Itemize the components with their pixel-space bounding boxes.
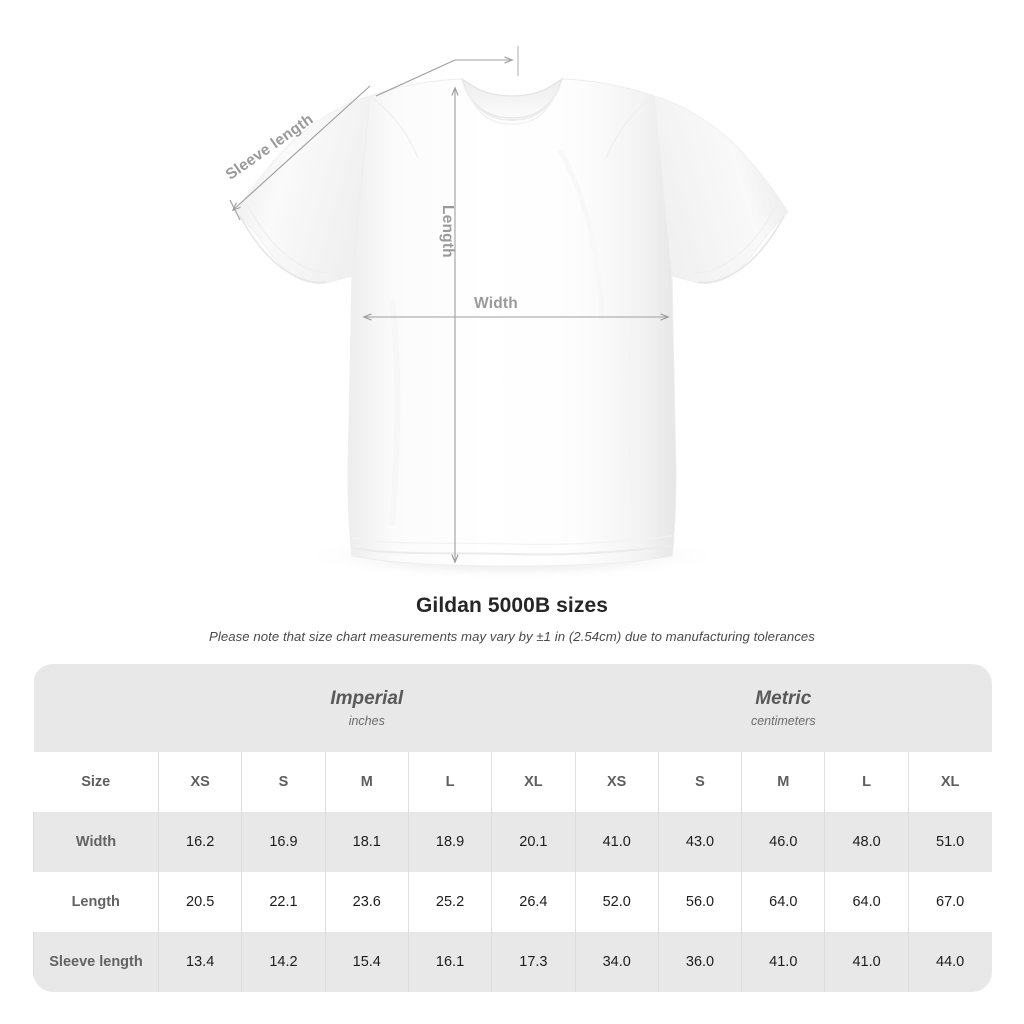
top-dimension-leader [375, 59, 456, 97]
table-cell: 16.9 [241, 812, 326, 872]
table-cell: 25.2 [407, 872, 492, 932]
unit-group-imperial-sub: inches [348, 713, 385, 728]
table-cell: 36.0 [657, 932, 742, 992]
bottom-hem [351, 545, 673, 556]
size-header-cell: M [741, 752, 825, 812]
right-shoulder-seam [605, 95, 655, 159]
table-cell: 20.5 [157, 872, 242, 932]
size-header-row: Size XS S M L XL XS S M L XL [33, 752, 992, 812]
sleeve-length-arrow [233, 85, 371, 210]
size-header-cell: S [657, 752, 742, 812]
unit-group-metric-sub: centimeters [750, 713, 816, 728]
size-header-label: Size [33, 752, 159, 812]
fold-left [389, 299, 401, 527]
size-header-cell: S [241, 752, 326, 812]
collar-rib [463, 85, 561, 122]
table-cell: 64.0 [824, 872, 909, 932]
size-header-cell: XL [491, 752, 576, 812]
table-cell: 16.1 [407, 932, 492, 992]
table-cell: 51.0 [907, 812, 992, 872]
table-cell: 41.0 [824, 932, 909, 992]
unit-group-metric-name: Metric [755, 687, 812, 709]
table-cell: 13.4 [157, 932, 242, 992]
table-cell: 23.6 [324, 872, 409, 932]
table-cell: 17.3 [491, 932, 576, 992]
unit-group-spacer [33, 664, 159, 752]
tshirt-illustration [229, 46, 789, 580]
unit-group-metric: Metric centimeters [575, 664, 992, 752]
sleeve-length-end-tick [229, 199, 241, 221]
bottom-hem-stitch [351, 535, 673, 546]
table-cell: 34.0 [574, 932, 659, 992]
table-row: Sleeve length 13.4 14.2 15.4 16.1 17.3 3… [33, 932, 992, 992]
size-header-cell: L [407, 752, 492, 812]
size-header-cell: XS [574, 752, 659, 812]
size-chart-table: Imperial inches Metric centimeters Size … [33, 664, 992, 992]
right-cuff-hem [697, 215, 785, 284]
size-header-cell: XS [157, 752, 242, 812]
table-cell: 18.9 [407, 812, 492, 872]
right-cuff-stitch [691, 205, 777, 274]
row-label: Length [33, 872, 159, 932]
size-header-cell: L [824, 752, 909, 812]
table-cell: 14.2 [241, 932, 326, 992]
table-cell: 52.0 [574, 872, 659, 932]
table-cell: 44.0 [907, 932, 992, 992]
collar-stitch [467, 93, 557, 125]
left-shoulder-seam [369, 95, 419, 159]
table-cell: 46.0 [741, 812, 825, 872]
row-label: Sleeve length [33, 932, 159, 992]
unit-group-imperial: Imperial inches [158, 664, 576, 752]
table-row: Length 20.5 22.1 23.6 25.2 26.4 52.0 56.… [33, 872, 992, 932]
unit-group-header-row: Imperial inches Metric centimeters [33, 664, 992, 752]
table-cell: 20.1 [491, 812, 576, 872]
size-header-cell: M [324, 752, 409, 812]
table-cell: 41.0 [574, 812, 659, 872]
fold-chest-right [557, 148, 605, 321]
tolerance-note: Please note that size chart measurements… [209, 629, 815, 644]
size-table-wrapper: Imperial inches Metric centimeters Size … [33, 664, 992, 992]
table-row: Width 16.2 16.9 18.1 18.9 20.1 41.0 43.0… [33, 812, 992, 872]
table-cell: 48.0 [824, 812, 909, 872]
table-cell: 15.4 [324, 932, 409, 992]
table-cell: 64.0 [741, 872, 825, 932]
table-cell: 43.0 [657, 812, 742, 872]
table-cell: 22.1 [241, 872, 326, 932]
title-block: Gildan 5000B sizes Please note that size… [0, 590, 1024, 644]
table-cell: 16.2 [157, 812, 242, 872]
table-cell: 67.0 [907, 872, 992, 932]
tshirt-diagram: Sleeve length Length Width [222, 46, 789, 580]
table-cell: 18.1 [324, 812, 409, 872]
width-label: Width [474, 295, 518, 312]
unit-group-imperial-name: Imperial [330, 687, 404, 709]
page-title: Gildan 5000B sizes [415, 594, 609, 617]
length-label: Length [439, 205, 456, 258]
size-header-cell: XL [907, 752, 992, 812]
fold-right [627, 299, 640, 527]
left-cuff-stitch [247, 205, 333, 274]
left-cuff-hem [239, 215, 327, 284]
table-cell: 41.0 [741, 932, 825, 992]
table-cell: 26.4 [491, 872, 576, 932]
right-sleeve [653, 95, 789, 284]
row-label: Width [33, 812, 159, 872]
table-cell: 56.0 [657, 872, 742, 932]
